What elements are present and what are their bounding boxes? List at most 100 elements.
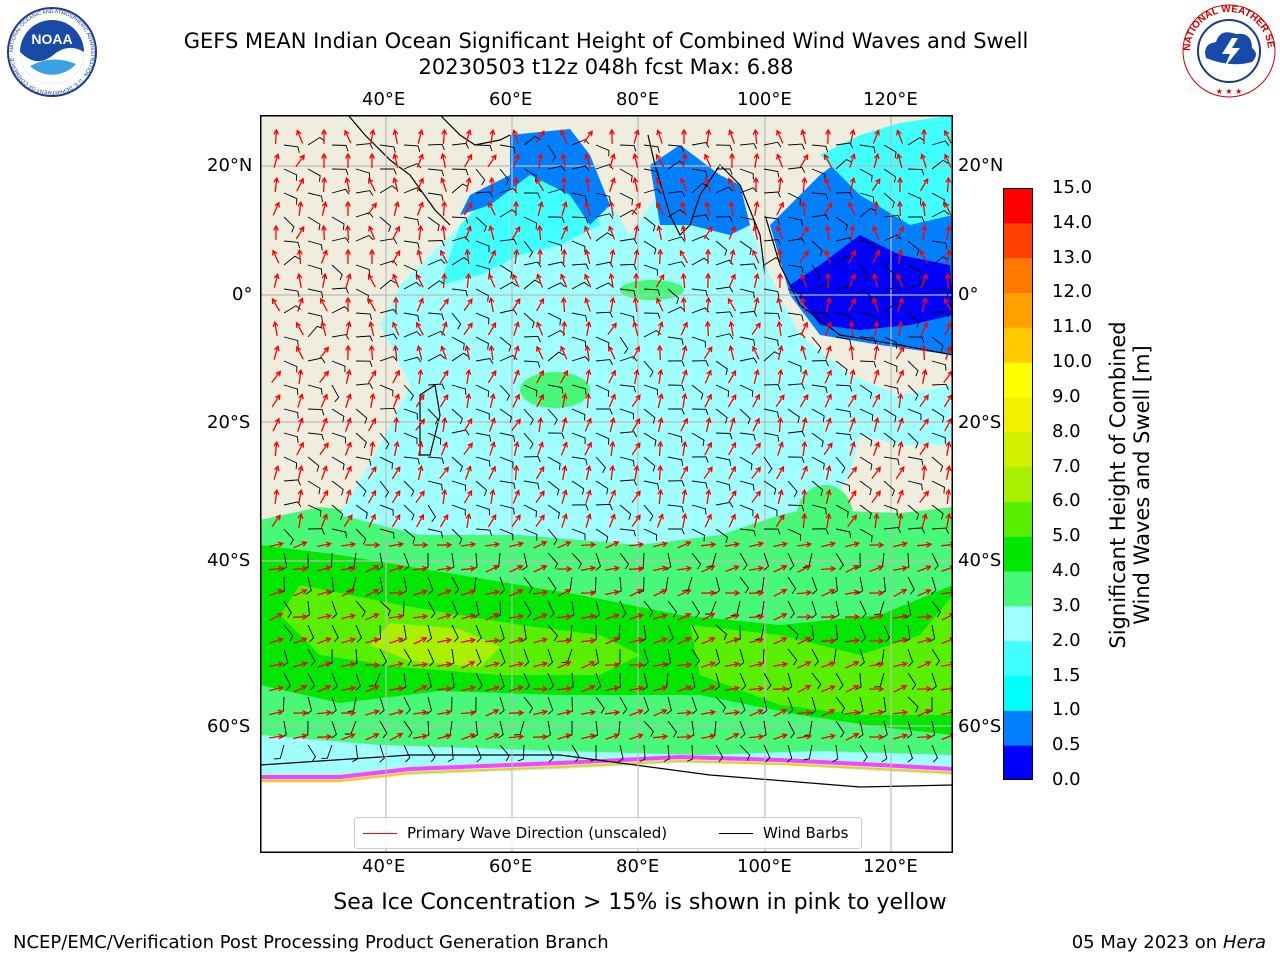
wave-direction-arrow [895,465,905,480]
wind-barb [547,576,557,594]
wave-direction-arrow [701,685,716,693]
wind-barb [451,183,469,194]
wind-barb [643,216,656,232]
wind-barb [283,288,300,298]
wave-direction-arrow [269,637,284,644]
wave-direction-arrow [465,368,472,384]
wave-direction-arrow [463,298,473,312]
wind-barb [643,504,654,522]
wind-barb [571,528,586,541]
wave-direction-arrow [345,344,352,361]
wind-barb [642,672,649,691]
wind-barb [667,480,685,487]
wave-direction-arrow [536,441,544,456]
wave-direction-arrow [704,441,712,456]
wave-direction-arrow [821,685,836,693]
wave-direction-arrow [799,226,809,240]
wind-barb [547,480,560,496]
wave-direction-arrow [777,344,784,360]
wind-barb [355,456,372,466]
wind-barb [739,310,758,317]
wave-direction-arrow [872,249,880,264]
wind-barb [427,383,445,390]
wind-barb [475,504,491,516]
wind-barb [883,456,900,466]
wave-direction-arrow [535,177,545,192]
wind-barb [739,744,751,761]
lon-label-bottom-100e: 100°E [737,856,792,877]
wave-direction-arrow [753,200,760,217]
wave-direction-arrow [536,345,544,360]
wave-direction-arrow [509,541,525,548]
wave-direction-arrow [656,297,664,312]
wave-direction-arrow [293,661,308,668]
legend-swatch-black-line [719,832,753,834]
wind-barb [523,456,541,463]
wind-barb [307,264,323,276]
wave-direction-arrow [869,734,885,740]
wind-barb [835,312,852,322]
wave-direction-arrow [897,512,904,528]
wave-direction-arrow [580,709,597,716]
wave-direction-arrow [293,637,308,645]
wave-direction-arrow [268,565,285,572]
wind-barb [451,168,469,176]
wind-barb [475,240,490,253]
wave-direction-arrow [560,441,568,456]
wave-direction-arrow [825,512,832,529]
wave-direction-arrow [849,128,856,145]
wind-barb [571,312,588,322]
wind-barb [907,648,914,667]
wave-direction-arrow [873,344,880,361]
wave-direction-arrow [389,637,404,644]
wave-direction-arrow [773,589,788,597]
wave-direction-arrow [821,661,836,668]
wave-direction-arrow [676,661,693,668]
wave-direction-arrow [295,154,305,168]
wind-barb [714,576,721,595]
wind-barb [715,144,733,152]
wind-barb [811,360,829,367]
wave-direction-arrow [752,345,760,360]
wave-direction-arrow [417,224,424,241]
wave-direction-arrow [461,733,476,741]
wave-direction-arrow [847,393,857,408]
wave-direction-arrow [561,201,568,216]
wind-barb [857,696,864,715]
wave-direction-arrow [657,464,664,481]
wave-direction-arrow [465,272,472,289]
lon-label-bottom-40e: 40°E [362,856,406,877]
wave-direction-arrow [365,613,380,621]
wave-direction-arrow [821,541,837,548]
wave-direction-arrow [436,637,453,644]
wind-barb [907,312,920,328]
wave-direction-arrow [440,152,447,169]
wave-direction-arrow [535,514,545,528]
wave-direction-arrow [921,128,927,145]
wind-barb [835,216,848,232]
wave-direction-arrow [297,488,304,505]
wave-direction-arrow [533,637,548,644]
wave-direction-arrow [701,661,716,668]
wind-barb [571,432,586,445]
wave-direction-arrow [917,709,932,717]
wave-direction-arrow [753,272,760,288]
wave-direction-arrow [365,589,380,597]
wind-barb [475,624,482,643]
wave-direction-arrow [440,224,447,241]
wave-direction-arrow [369,392,376,409]
wave-direction-arrow [368,344,375,361]
wave-direction-arrow [341,541,357,548]
wave-direction-arrow [728,273,736,288]
wave-direction-arrow [509,637,524,644]
wave-direction-arrow [800,296,807,312]
wave-direction-arrow [728,200,735,217]
wave-direction-arrow [465,512,472,529]
wind-barb [593,648,599,667]
wind-barb [810,696,817,715]
wave-direction-arrow [753,368,760,384]
wave-direction-arrow [584,297,591,312]
wave-direction-arrow [416,201,424,216]
wave-direction-arrow [489,392,496,408]
wind-barb [859,600,867,619]
